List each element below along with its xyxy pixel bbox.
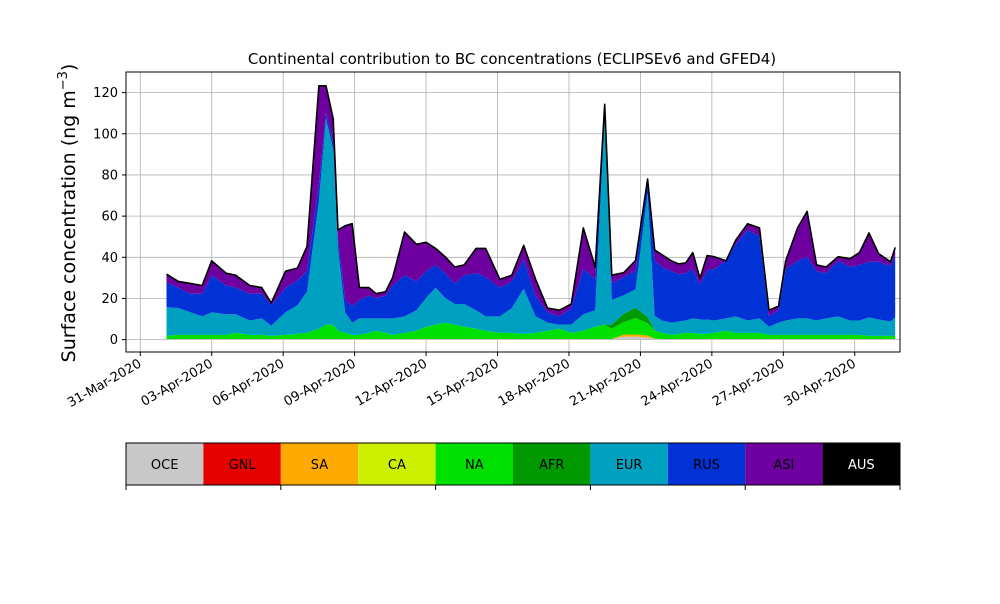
area-na bbox=[166, 318, 896, 339]
x-tick-label: 24-Apr-2020 bbox=[639, 356, 716, 409]
y-axis-label-main: Surface concentration (ng m bbox=[58, 90, 80, 362]
x-tick-label: 27-Apr-2020 bbox=[710, 356, 787, 409]
total-concentration-line bbox=[166, 85, 896, 311]
y-tick-label: 120 bbox=[93, 86, 118, 101]
colorbar-label-oce: OCE bbox=[151, 458, 179, 473]
y-axis-label-close: ) bbox=[58, 64, 80, 71]
y-tick-label: 80 bbox=[101, 168, 118, 183]
colorbar-label-sa: SA bbox=[311, 458, 328, 473]
colorbar-label-eur: EUR bbox=[616, 458, 643, 473]
y-tick-label: 0 bbox=[110, 333, 118, 348]
x-tick-label: 21-Apr-2020 bbox=[567, 356, 644, 409]
colorbar-label-gnl: GNL bbox=[229, 458, 257, 473]
colorbar-label-rus: RUS bbox=[693, 458, 720, 473]
colorbar-frame bbox=[125, 442, 901, 486]
area-asi bbox=[166, 85, 896, 317]
colorbar-label-na: NA bbox=[465, 458, 484, 473]
plot-frame bbox=[125, 71, 901, 353]
colorbar-swatch-eur bbox=[590, 443, 668, 485]
colorbar-label-asi: ASI bbox=[773, 458, 794, 473]
area-rus bbox=[166, 110, 896, 327]
y-axis-label: Surface concentration (ng m−3) bbox=[56, 64, 80, 363]
colorbar-swatch-asi bbox=[745, 443, 823, 485]
stacked-area-layer bbox=[166, 85, 896, 340]
x-tick-label: 03-Apr-2020 bbox=[139, 356, 216, 409]
colorbar-swatch-gnl bbox=[203, 443, 281, 485]
colorbar: OCE GNL SA CA NA AFR EUR RUS ASI AUS bbox=[125, 442, 901, 490]
y-tick-label: 20 bbox=[101, 292, 118, 307]
x-tick-label: 12-Apr-2020 bbox=[353, 356, 430, 409]
colorbar-swatch-oce bbox=[126, 443, 204, 485]
colorbar-swatch-afr bbox=[513, 443, 591, 485]
y-tick-label: 60 bbox=[101, 210, 118, 225]
x-tick-label: 30-Apr-2020 bbox=[782, 356, 859, 409]
x-tick-label: 15-Apr-2020 bbox=[424, 356, 501, 409]
colorbar-label-ca: CA bbox=[388, 458, 406, 473]
x-tick-label: 06-Apr-2020 bbox=[210, 356, 287, 409]
colorbar-swatch-na bbox=[435, 443, 513, 485]
colorbar-label-aus: AUS bbox=[848, 458, 875, 473]
x-tick-label: 31-Mar-2020 bbox=[65, 356, 144, 410]
colorbar-swatch-rus bbox=[667, 443, 746, 485]
x-tick-label: 18-Apr-2020 bbox=[496, 356, 573, 409]
colorbar-swatch-ca bbox=[358, 443, 436, 485]
x-tick-label: 09-Apr-2020 bbox=[282, 356, 359, 409]
y-axis-label-exponent: −3 bbox=[56, 71, 71, 90]
colorbar-label-afr: AFR bbox=[539, 458, 564, 473]
chart-title: Continental contribution to BC concentra… bbox=[248, 50, 776, 68]
y-tick-label: 40 bbox=[101, 251, 118, 266]
colorbar-swatch-aus bbox=[822, 443, 900, 485]
y-tick-label: 100 bbox=[93, 127, 118, 142]
colorbar-swatch-sa bbox=[280, 443, 359, 485]
